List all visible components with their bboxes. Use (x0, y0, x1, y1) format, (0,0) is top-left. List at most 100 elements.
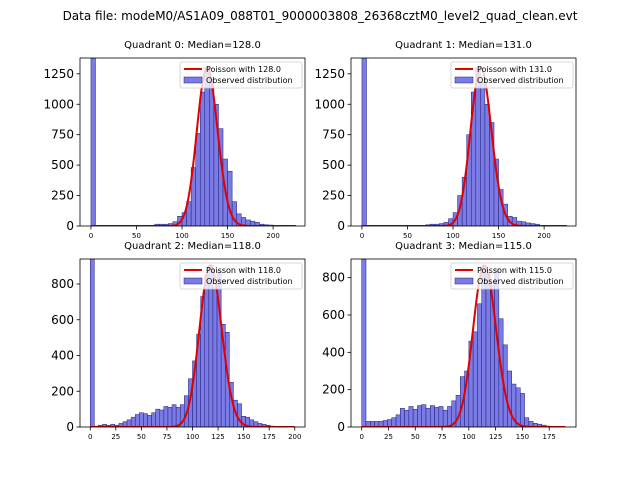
legend-label-observed: Observed distribution (206, 76, 293, 85)
histogram-bar (387, 419, 392, 427)
histogram-bar (151, 412, 156, 427)
legend-patch-swatch (183, 76, 203, 84)
legend-patch-swatch (454, 76, 474, 84)
histogram-bar (130, 416, 136, 427)
histogram-bar (126, 419, 132, 427)
y-tick-label: 600 (322, 308, 345, 322)
quadrant-3-panel: Quadrant 3: Median=115.0 0 200 400 600 800 0 25… (322, 241, 577, 441)
x-tick-label: 50 (403, 232, 412, 240)
y-tick-label: 200 (322, 383, 345, 397)
y-tick-label: 600 (51, 313, 74, 327)
histogram-bar (155, 408, 161, 427)
y-tick-label: 0 (66, 219, 74, 233)
histogram-bar (391, 417, 397, 427)
histogram-bar (361, 259, 367, 427)
legend-label-poisson: Poisson with 128.0 (206, 65, 281, 74)
histogram-bar (434, 407, 440, 427)
x-tick-label: 75 (162, 433, 171, 441)
quadrant-0-title: Quadrant 0: Median=128.0 (124, 40, 261, 51)
histogram-bar (515, 387, 521, 427)
quadrant-1-poisson-curve (361, 66, 567, 226)
x-tick-label: 100 (446, 232, 459, 240)
x-tick-label: 75 (438, 433, 447, 441)
x-tick-label: 50 (132, 232, 141, 240)
quadrant-2-title: Quadrant 2: Median=118.0 (124, 241, 261, 252)
x-tick-label: 150 (492, 232, 505, 240)
histogram-bar (147, 415, 152, 427)
histogram-bar (163, 406, 169, 427)
histogram-bar (171, 404, 177, 427)
quadrant-3-title: Quadrant 3: Median=115.0 (395, 241, 532, 252)
legend-label-poisson: Poisson with 115.0 (477, 266, 552, 275)
y-tick-label: 750 (322, 128, 345, 142)
x-tick-label: 0 (88, 433, 92, 441)
figure-title: Data file: modeM0/AS1A09_088T01_90000038… (63, 9, 578, 23)
histogram-bar (430, 405, 435, 427)
histogram-bar (485, 273, 491, 427)
x-tick-label: 0 (360, 232, 364, 240)
x-tick-label: 100 (462, 433, 475, 441)
histogram-bar (208, 265, 214, 427)
y-tick-label: 0 (337, 219, 345, 233)
histogram-bar (89, 259, 95, 427)
x-tick-label: 50 (411, 433, 420, 441)
x-tick-label: 100 (175, 232, 188, 240)
legend-label-observed: Observed distribution (477, 76, 564, 85)
quadrant-1-axes-frame (350, 57, 577, 227)
y-tick-label: 750 (51, 128, 74, 142)
histogram-bar (408, 406, 414, 427)
histogram-bar (438, 406, 444, 427)
x-tick-label: 125 (211, 433, 224, 441)
x-tick-label: 100 (186, 433, 199, 441)
quadrant-1-legend: Poisson with 131.0 Observed distribution (450, 61, 574, 89)
legend-label-observed: Observed distribution (477, 277, 564, 286)
histogram-bar (507, 370, 512, 427)
legend-label-poisson: Poisson with 118.0 (206, 266, 281, 275)
histogram-bar (195, 133, 201, 226)
y-tick-label: 500 (51, 158, 74, 172)
histogram-bar (481, 265, 487, 427)
y-tick-label: 1250 (314, 67, 345, 81)
histogram-bar (143, 413, 148, 427)
legend-label-poisson: Poisson with 131.0 (477, 65, 552, 74)
histogram-bar (204, 274, 210, 427)
histogram-bar (395, 414, 401, 427)
histogram-bar (520, 393, 525, 427)
y-tick-label: 250 (51, 189, 74, 203)
y-tick-label: 0 (66, 420, 74, 434)
histogram-bar (412, 409, 418, 427)
y-tick-label: 1000 (314, 97, 345, 111)
histogram-bar (361, 58, 367, 226)
quadrant-0-legend: Poisson with 128.0 Observed distribution (179, 61, 303, 89)
histogram-bar (90, 58, 96, 226)
x-tick-label: 150 (516, 433, 529, 441)
histogram-bar (477, 303, 482, 427)
y-tick-label: 1250 (43, 67, 74, 81)
quadrant-0-poisson-curve (90, 66, 296, 226)
x-tick-label: 25 (111, 433, 120, 441)
histogram-bar (227, 170, 233, 226)
legend-label-observed: Observed distribution (206, 277, 293, 286)
y-tick-label: 0 (337, 420, 345, 434)
histogram-bar (212, 287, 218, 427)
histogram-bar (442, 409, 448, 427)
x-tick-label: 200 (537, 232, 550, 240)
x-tick-label: 150 (221, 232, 234, 240)
y-tick-label: 400 (322, 345, 345, 359)
quadrant-3-axes-frame (350, 258, 577, 428)
x-tick-label: 175 (263, 433, 276, 441)
histogram-bar (139, 412, 144, 427)
y-tick-label: 250 (322, 189, 345, 203)
quadrant-1-title: Quadrant 1: Median=131.0 (395, 40, 532, 51)
x-tick-label: 175 (543, 433, 556, 441)
quadrant-3-poisson-curve (361, 264, 566, 427)
histogram-bar (447, 406, 452, 427)
histogram-bar (167, 407, 173, 427)
y-tick-label: 800 (51, 277, 74, 291)
histogram-bar (204, 67, 210, 226)
quadrant-1-panel: Quadrant 1: Median=131.00250500750100012… (314, 40, 577, 240)
histogram-bar (472, 331, 478, 427)
quadrant-3-legend: Poisson with 115.0 Observed distribution (450, 262, 574, 290)
histogram-bar (480, 82, 486, 226)
